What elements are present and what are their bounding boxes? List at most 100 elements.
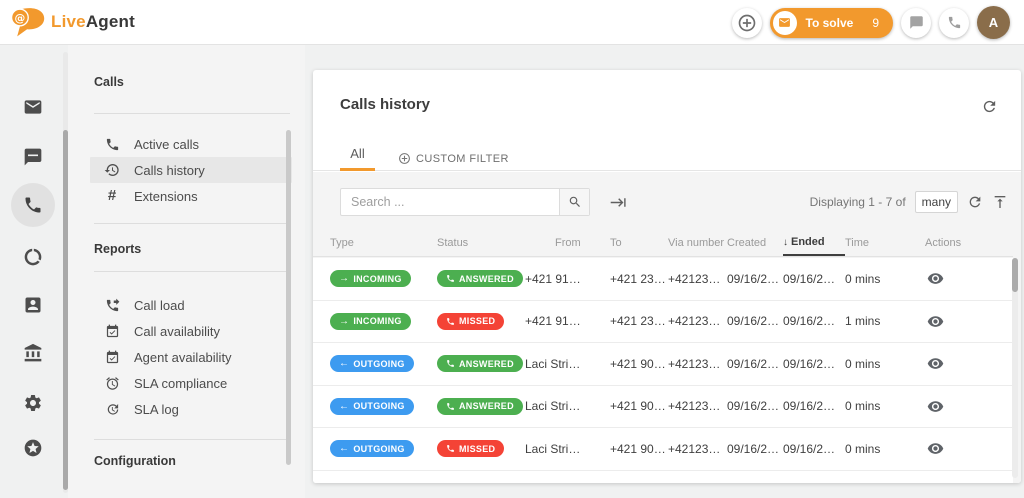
cell-time: 0 mins bbox=[845, 399, 881, 414]
phone-icon bbox=[447, 402, 454, 410]
view-call-button[interactable] bbox=[927, 355, 944, 372]
logo-text: LiveAgent bbox=[51, 12, 135, 31]
column-from[interactable]: From bbox=[555, 237, 581, 249]
cell-status: MISSED bbox=[437, 440, 525, 458]
search-input[interactable] bbox=[341, 189, 559, 215]
column-created[interactable]: Created bbox=[727, 237, 767, 249]
avatar[interactable]: A bbox=[977, 6, 1010, 39]
cell-type: → INCOMING bbox=[330, 270, 437, 288]
sidebar-item-sla-compliance[interactable]: SLA compliance bbox=[90, 370, 292, 396]
alarm-log-icon bbox=[104, 401, 120, 417]
expand-filters-button[interactable] bbox=[610, 194, 627, 216]
settings-nav-icon[interactable] bbox=[23, 393, 43, 413]
cell-type: ← OUTGOING bbox=[330, 397, 437, 415]
table-scrollbar-track bbox=[1012, 258, 1018, 478]
cell-to: +421 90… bbox=[610, 399, 666, 414]
table-row[interactable]: ← OUTGOING ANSWERED Laci Stri… +421 90… +4212… bbox=[313, 343, 1013, 386]
search-box bbox=[340, 188, 590, 216]
contacts-nav-icon[interactable] bbox=[23, 295, 43, 315]
phone-icon bbox=[447, 317, 454, 325]
table-scrollbar-thumb[interactable] bbox=[1012, 258, 1018, 292]
view-call-button[interactable] bbox=[927, 313, 944, 330]
refresh-button[interactable] bbox=[981, 98, 998, 120]
table-row[interactable]: ← OUTGOING ANSWERED Laci Stri… +421 90… +4212… bbox=[313, 385, 1013, 428]
sidebar-item-sla-log[interactable]: SLA log bbox=[90, 396, 292, 422]
svg-text:@: @ bbox=[15, 12, 26, 25]
cell-via-number: +42123… bbox=[668, 271, 721, 286]
liveagent-logo[interactable]: @ LiveAgent bbox=[10, 6, 135, 38]
mail-icon bbox=[779, 18, 790, 27]
cell-status: ANSWERED bbox=[437, 355, 525, 373]
data-usage-nav-icon[interactable] bbox=[23, 247, 43, 267]
reload-list-button[interactable] bbox=[967, 194, 983, 210]
column-actions[interactable]: Actions bbox=[925, 237, 962, 249]
view-call-button[interactable] bbox=[927, 270, 944, 287]
to-solve-label: To solve bbox=[805, 15, 854, 30]
table-row[interactable]: → INCOMING MISSED +421 91… +421 23… +42123… 09… bbox=[313, 300, 1013, 343]
eye-icon bbox=[927, 315, 943, 327]
phone-nav-icon[interactable] bbox=[23, 195, 43, 215]
rail-scrollbar-thumb[interactable] bbox=[63, 130, 68, 490]
status-badge: ANSWERED bbox=[437, 355, 523, 373]
calls-button[interactable] bbox=[939, 7, 969, 38]
bank-nav-icon[interactable] bbox=[23, 343, 43, 363]
view-call-button[interactable] bbox=[927, 398, 944, 415]
table-row[interactable]: ← OUTGOING MISSED Laci Stri… +421 90… +42123…… bbox=[313, 428, 1013, 471]
cell-type: → INCOMING bbox=[330, 312, 437, 330]
cell-actions bbox=[905, 440, 965, 457]
tab-bar: All CUSTOM FILTER bbox=[313, 146, 1021, 171]
chat-nav-icon[interactable] bbox=[23, 147, 43, 167]
mail-nav-icon[interactable] bbox=[23, 97, 43, 117]
divider bbox=[94, 439, 290, 440]
sidebar-item-agent-availability[interactable]: Agent availability bbox=[90, 344, 292, 370]
sidebar-item-call-availability[interactable]: Call availability bbox=[90, 318, 292, 344]
sidebar-item-calls-history[interactable]: Calls history bbox=[90, 157, 292, 183]
eye-icon bbox=[927, 273, 943, 285]
column-time[interactable]: Time bbox=[845, 237, 870, 249]
sidebar-item-label: Active calls bbox=[134, 136, 200, 152]
refresh-icon bbox=[969, 196, 981, 208]
cell-actions bbox=[905, 355, 965, 372]
partial-next-row bbox=[313, 470, 1013, 483]
cell-status: ANSWERED bbox=[437, 270, 525, 288]
status-badge: MISSED bbox=[437, 440, 505, 458]
cell-created: 09/16/2… bbox=[727, 441, 780, 456]
sidebar-scrollbar-thumb[interactable] bbox=[286, 130, 291, 465]
column-to[interactable]: To bbox=[610, 237, 622, 249]
page-title: Calls history bbox=[340, 96, 431, 113]
view-call-button[interactable] bbox=[927, 440, 944, 457]
table-header: Type Status From To Via number Created ↓… bbox=[313, 230, 1013, 257]
column-via-number[interactable]: Via number bbox=[668, 237, 725, 249]
add-button[interactable] bbox=[731, 7, 762, 38]
plus-circle-icon bbox=[738, 14, 755, 31]
sidebar-item-active-calls[interactable]: Active calls bbox=[90, 131, 292, 157]
phone-icon bbox=[447, 360, 454, 368]
column-ended-sorted[interactable]: ↓ Ended bbox=[783, 230, 845, 256]
divider bbox=[94, 113, 290, 114]
cell-from: Laci Stri… bbox=[525, 356, 581, 371]
cell-ended: 09/16/2… bbox=[783, 441, 836, 456]
chats-button[interactable] bbox=[901, 7, 931, 38]
tab-all[interactable]: All bbox=[340, 146, 375, 171]
top-bar: @ LiveAgent To solve 9 A bbox=[0, 0, 1024, 45]
sidebar: Calls Active calls Calls history # Exten… bbox=[68, 45, 305, 498]
table-body: → INCOMING ANSWERED +421 91… +421 23… +42123…… bbox=[313, 258, 1021, 483]
tab-custom-filter[interactable]: CUSTOM FILTER bbox=[398, 146, 509, 171]
sidebar-item-extensions[interactable]: # Extensions bbox=[90, 183, 292, 209]
cell-created: 09/16/2… bbox=[727, 271, 780, 286]
to-solve-button[interactable]: To solve 9 bbox=[769, 7, 893, 38]
star-nav-icon[interactable] bbox=[23, 438, 43, 458]
scroll-to-top-button[interactable] bbox=[992, 194, 1008, 210]
table-row[interactable]: → INCOMING ANSWERED +421 91… +421 23… +42123…… bbox=[313, 258, 1013, 301]
search-button[interactable] bbox=[559, 189, 589, 215]
phone-icon bbox=[447, 275, 454, 283]
total-count-chip[interactable]: many bbox=[914, 191, 958, 213]
sidebar-item-call-load[interactable]: Call load bbox=[90, 292, 292, 318]
cell-ended: 09/16/2… bbox=[783, 356, 836, 371]
refresh-icon bbox=[983, 100, 996, 113]
column-type[interactable]: Type bbox=[330, 237, 354, 249]
sidebar-item-label: Agent availability bbox=[134, 349, 232, 365]
to-solve-count: 9 bbox=[872, 15, 879, 30]
calls-history-panel: Calls history All CUSTOM FILTER Displayi… bbox=[313, 70, 1021, 483]
column-status[interactable]: Status bbox=[437, 237, 469, 249]
